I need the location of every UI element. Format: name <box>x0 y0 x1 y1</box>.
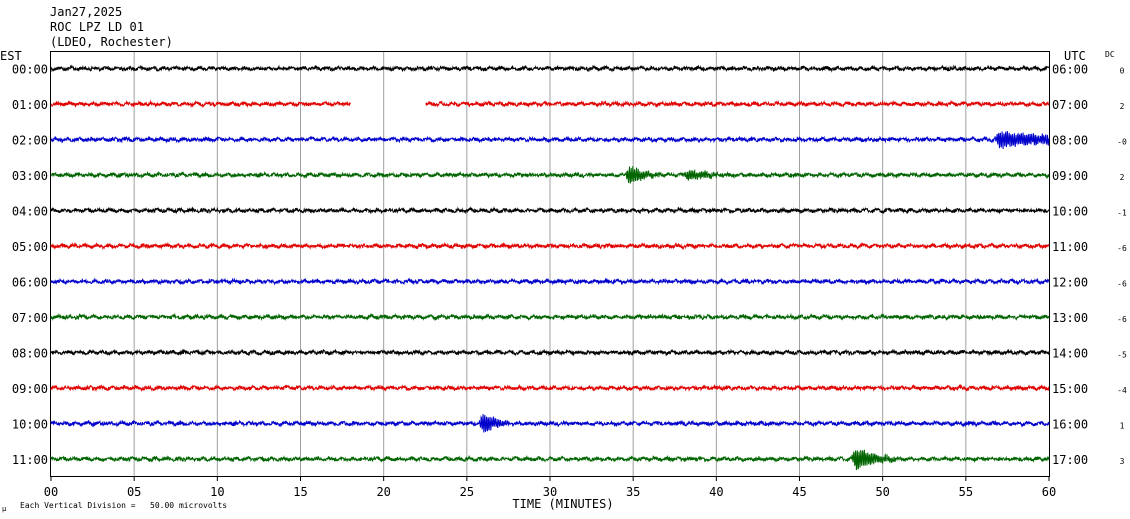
dc-offset-label: -6 <box>1117 244 1127 253</box>
dc-offset-label: -1 <box>1117 209 1127 218</box>
est-time-label: 07:00 <box>12 311 48 325</box>
chart-date: Jan27,2025 <box>50 5 122 19</box>
dc-offset-label: -6 <box>1117 315 1127 324</box>
seismic-trace <box>50 64 1050 73</box>
utc-time-label: 12:00 <box>1052 276 1088 290</box>
seismic-trace <box>425 99 1050 109</box>
x-tick-label: 40 <box>709 485 723 499</box>
row-labels: 00:00 06:00 0 01:00 07:00 2 02:00 08:00 -0 03:00 0… <box>12 63 1127 468</box>
dc-offset-label: -4 <box>1117 386 1127 395</box>
dc-offset-label: 2 <box>1120 102 1125 111</box>
utc-time-label: 16:00 <box>1052 418 1088 432</box>
utc-time-label: 17:00 <box>1052 453 1088 467</box>
est-time-label: 08:00 <box>12 347 48 361</box>
dc-offset-label: -5 <box>1117 351 1127 360</box>
x-tick-label: 05 <box>127 485 141 499</box>
x-tick-label: 50 <box>875 485 889 499</box>
est-time-label: 06:00 <box>12 276 48 290</box>
est-time-label: 00:00 <box>12 63 48 77</box>
dc-axis-label: DC <box>1105 50 1115 59</box>
x-tick-label: 20 <box>376 485 390 499</box>
x-axis-title: TIME (MINUTES) <box>512 497 613 511</box>
est-time-label: 04:00 <box>12 205 48 219</box>
dc-offset-label: -0 <box>1117 138 1127 147</box>
x-tick-label: 60 <box>1042 485 1056 499</box>
x-tick-label: 15 <box>293 485 307 499</box>
x-tick-label: 45 <box>792 485 806 499</box>
x-tick-label: 55 <box>959 485 973 499</box>
dc-offset-label: 0 <box>1120 67 1125 76</box>
seismic-trace <box>50 206 1050 215</box>
seismic-trace <box>50 414 1050 433</box>
station-network: (LDEO, Rochester) <box>50 35 173 49</box>
dc-offset-label: 3 <box>1120 457 1125 466</box>
est-time-label: 03:00 <box>12 169 48 183</box>
seismic-trace <box>50 348 1050 357</box>
x-tick-label: 00 <box>44 485 58 499</box>
seismic-trace <box>50 166 1050 184</box>
est-time-label: 11:00 <box>12 453 48 467</box>
dc-offset-label: 1 <box>1120 422 1125 431</box>
est-time-label: 01:00 <box>12 98 48 112</box>
dc-offset-label: 2 <box>1120 173 1125 182</box>
utc-axis-label: UTC <box>1064 49 1086 63</box>
x-tick-label: 35 <box>626 485 640 499</box>
x-tick-label: 10 <box>210 485 224 499</box>
scale-footnote: Each Vertical Division = 50.00 microvolt… <box>20 501 227 510</box>
utc-time-label: 08:00 <box>1052 134 1088 148</box>
x-axis-ticks: 00 05 10 15 20 25 30 35 40 45 50 55 60 <box>44 476 1056 499</box>
seismic-trace <box>50 277 1050 286</box>
est-time-label: 10:00 <box>12 418 48 432</box>
station-code: ROC LPZ LD 01 <box>50 20 144 34</box>
utc-time-label: 14:00 <box>1052 347 1088 361</box>
x-tick-label: 30 <box>543 485 557 499</box>
utc-time-label: 11:00 <box>1052 240 1088 254</box>
est-axis-label: EST <box>0 49 22 63</box>
est-time-label: 02:00 <box>12 134 48 148</box>
footnote-mark: μ <box>2 505 7 513</box>
seismic-trace <box>50 383 1050 393</box>
est-time-label: 05:00 <box>12 240 48 254</box>
utc-time-label: 07:00 <box>1052 98 1088 112</box>
est-time-label: 09:00 <box>12 382 48 396</box>
vertical-gridlines <box>133 52 967 476</box>
dc-offset-label: -6 <box>1117 280 1127 289</box>
seismic-trace <box>50 131 1050 150</box>
x-tick-label: 25 <box>460 485 474 499</box>
utc-time-label: 10:00 <box>1052 205 1088 219</box>
utc-time-label: 13:00 <box>1052 311 1088 325</box>
utc-time-label: 09:00 <box>1052 169 1088 183</box>
seismic-trace <box>50 312 1050 322</box>
seismic-trace <box>50 449 1050 471</box>
seismic-trace <box>50 99 351 108</box>
utc-time-label: 06:00 <box>1052 63 1088 77</box>
trace-group <box>50 64 1050 471</box>
seismic-trace <box>50 241 1050 251</box>
utc-time-label: 15:00 <box>1052 382 1088 396</box>
